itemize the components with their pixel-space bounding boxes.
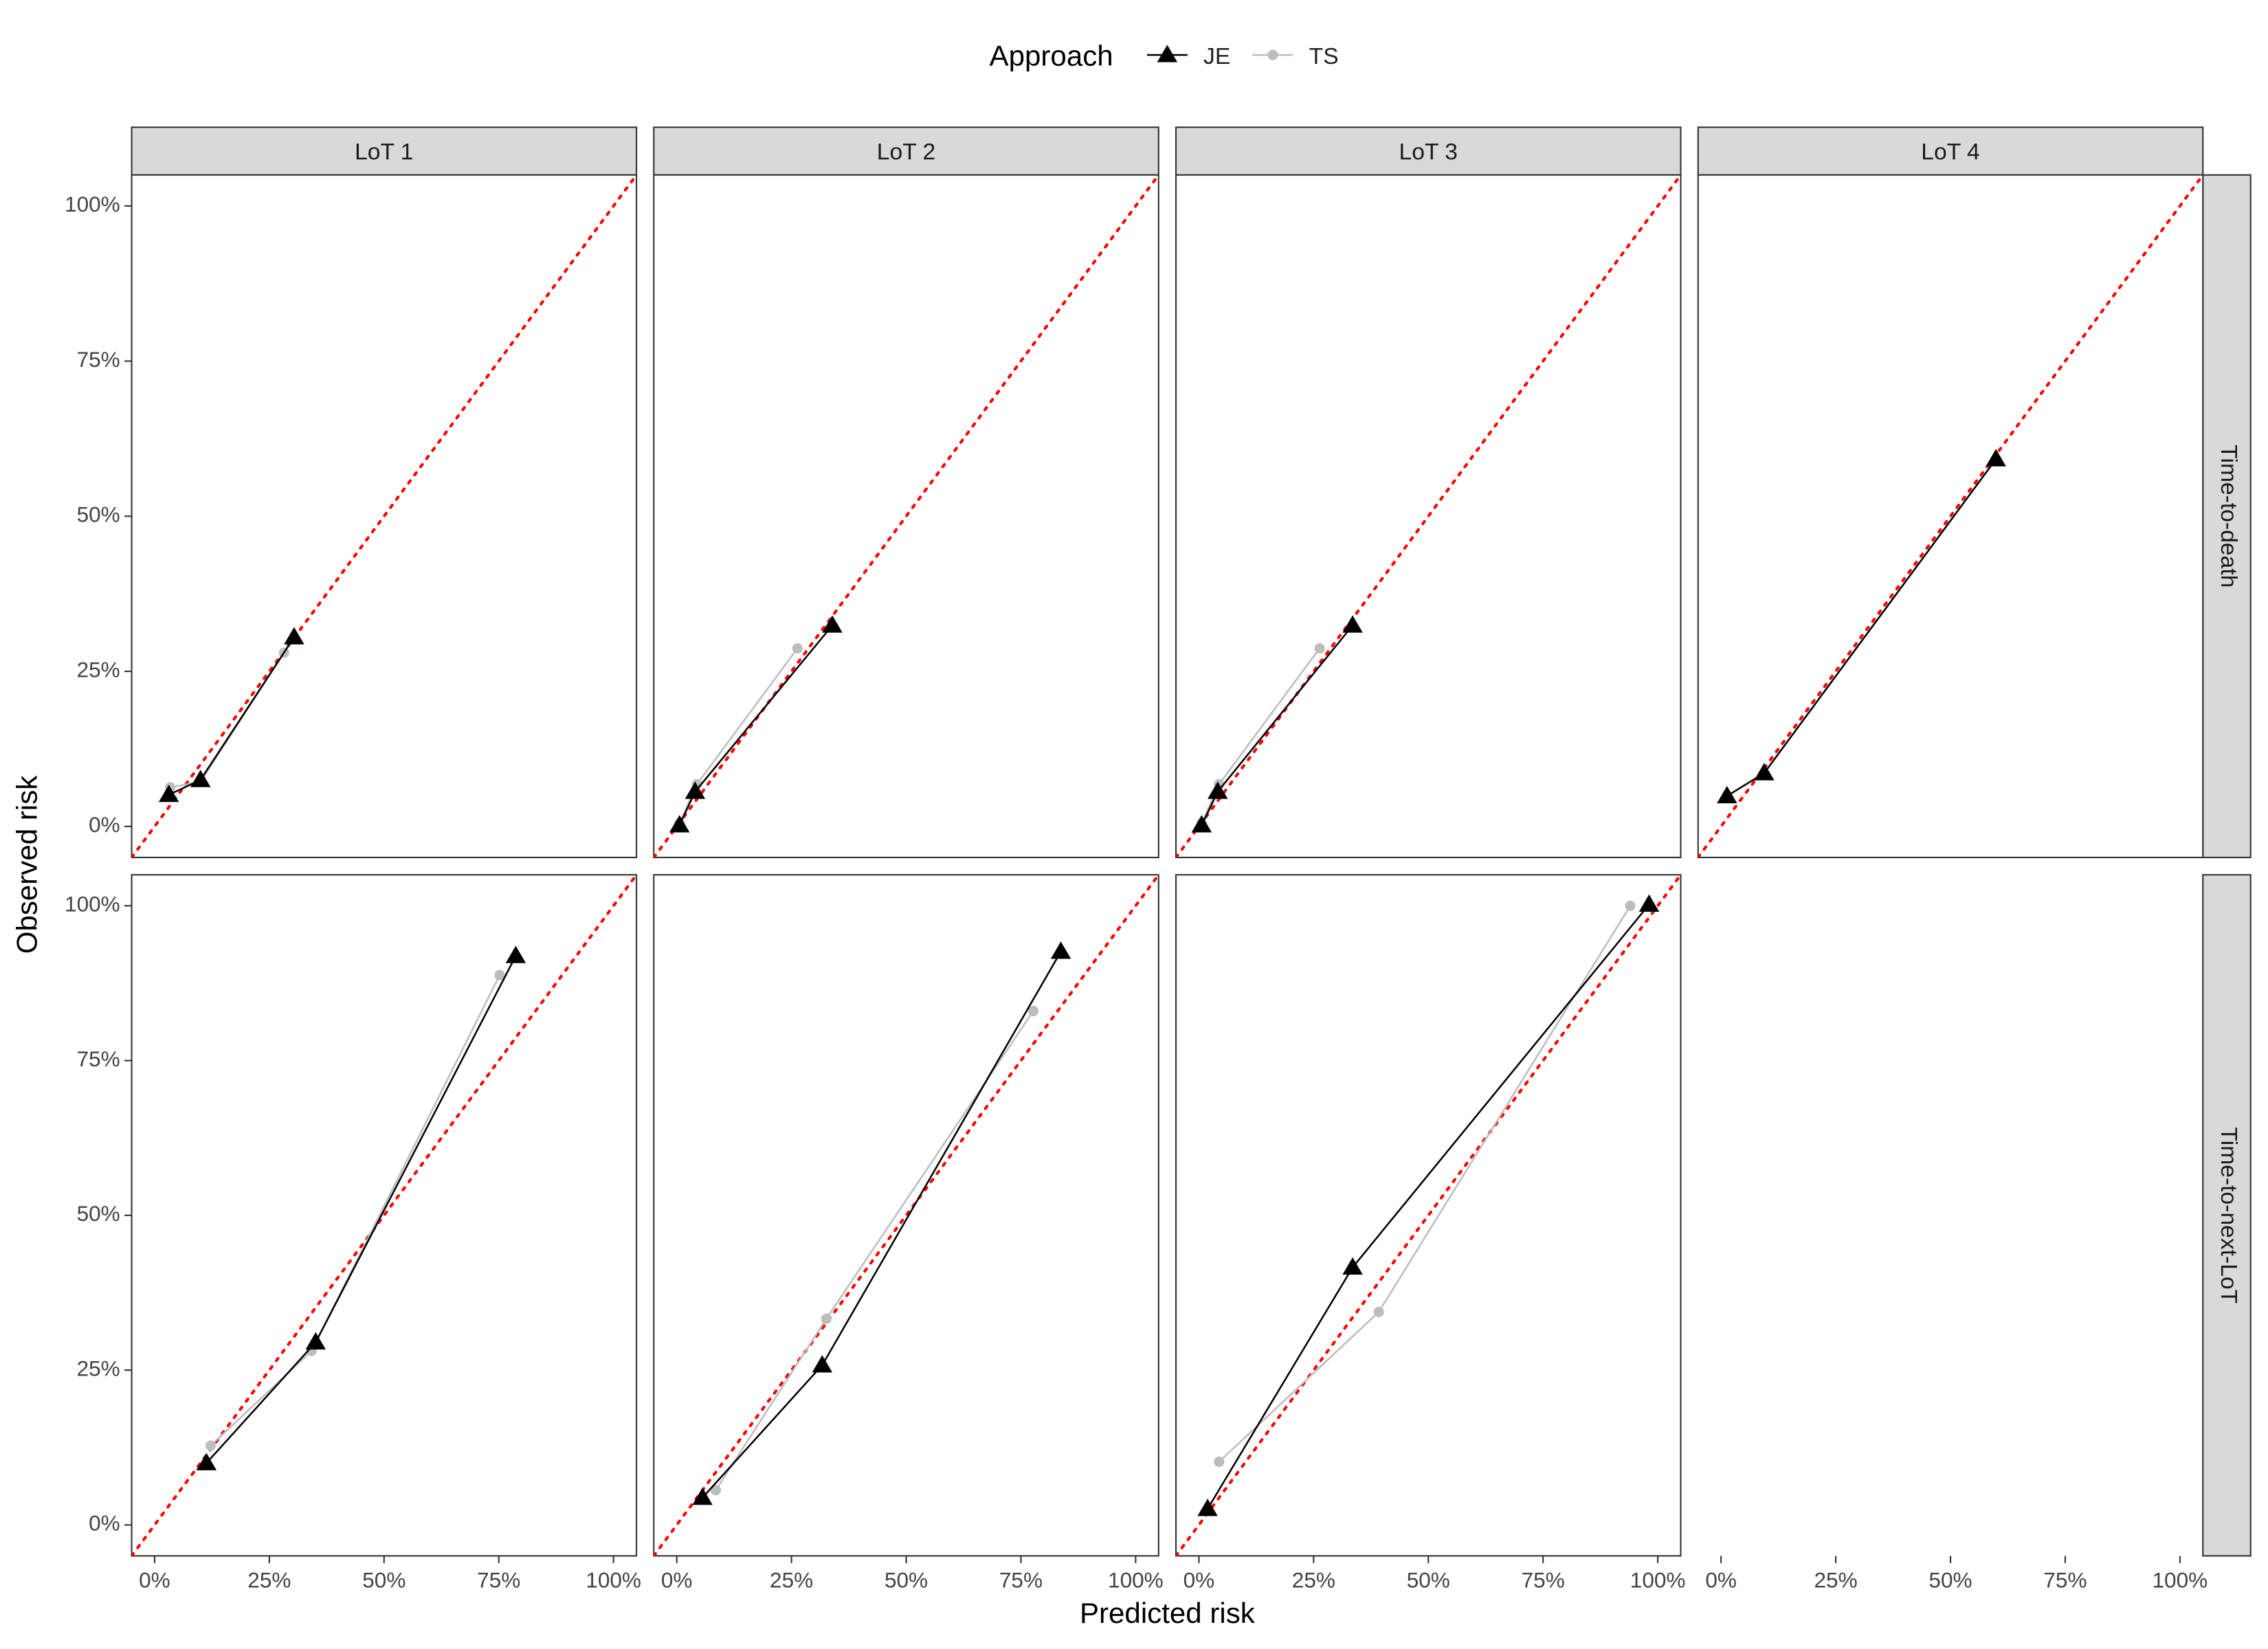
point: [685, 781, 706, 799]
point: [710, 1485, 722, 1496]
x-tick-label: 0%: [1705, 1568, 1737, 1593]
y-tick-label: 25%: [77, 1356, 120, 1380]
x-tick-label: 75%: [999, 1568, 1043, 1593]
x-tick-label: 25%: [1814, 1568, 1858, 1593]
point: [1214, 1456, 1225, 1468]
x-axis-title: Predicted risk: [1080, 1597, 1256, 1629]
strip: [1697, 126, 2204, 176]
legend-label: TS: [1309, 44, 1339, 69]
reference-line: [1176, 875, 1681, 1556]
point: [196, 1452, 217, 1470]
y-tick-label: 100%: [65, 892, 120, 917]
reference-line: [1698, 175, 2203, 857]
x-tick-label: 50%: [885, 1568, 928, 1593]
strip: [653, 126, 1159, 176]
point: [812, 1355, 833, 1373]
reference-line: [654, 175, 1159, 857]
legend-marker: [1157, 45, 1178, 63]
x-tick-label: 50%: [1928, 1568, 1972, 1593]
strip-label: LoT 1: [355, 139, 413, 165]
point: [792, 643, 803, 654]
point: [1050, 941, 1071, 959]
point: [1027, 1005, 1039, 1017]
y-tick-label: 0%: [89, 1511, 120, 1536]
strip: [131, 126, 638, 176]
strip: [2202, 874, 2252, 1557]
x-tick-label: 100%: [586, 1568, 641, 1593]
x-tick-label: 25%: [247, 1568, 291, 1593]
point: [1373, 1306, 1384, 1318]
strip-label: LoT 4: [1921, 139, 1979, 165]
strip-label: LoT 3: [1399, 139, 1458, 165]
y-tick-label: 75%: [77, 1046, 120, 1071]
point: [205, 1440, 216, 1451]
point: [1191, 815, 1212, 833]
point: [1342, 615, 1363, 633]
x-tick-label: 25%: [1292, 1568, 1335, 1593]
point: [190, 770, 211, 787]
y-tick-label: 50%: [77, 502, 120, 527]
point: [505, 945, 526, 963]
y-tick-label: 100%: [65, 192, 120, 216]
x-tick-label: 100%: [1630, 1568, 1686, 1593]
reference-line: [654, 875, 1159, 1556]
legend-label: JE: [1203, 44, 1230, 69]
reference-line: [131, 175, 637, 857]
y-tick-label: 50%: [77, 1201, 120, 1226]
point: [692, 1488, 713, 1505]
point: [822, 615, 843, 633]
x-tick-label: 100%: [1108, 1568, 1164, 1593]
x-tick-label: 0%: [661, 1568, 693, 1593]
x-tick-label: 75%: [477, 1568, 520, 1593]
strip-label: Time-to-death: [2216, 445, 2241, 587]
point: [669, 815, 690, 833]
point: [284, 627, 304, 644]
point: [1208, 781, 1228, 799]
reference-line: [131, 875, 637, 1556]
point: [1986, 449, 2006, 467]
point: [494, 969, 505, 980]
y-axis-title: Observed risk: [10, 775, 43, 954]
x-tick-label: 50%: [362, 1568, 405, 1593]
x-tick-label: 75%: [1522, 1568, 1565, 1593]
strip-label: Time-to-next-LoT: [2216, 1127, 2241, 1303]
point: [1314, 643, 1325, 654]
point: [1638, 894, 1660, 912]
x-tick-label: 0%: [139, 1568, 170, 1593]
point: [1342, 1257, 1363, 1275]
point: [1754, 763, 1775, 781]
x-tick-label: 100%: [2153, 1568, 2208, 1593]
legend-title: Approach: [990, 39, 1113, 71]
strip: [1175, 126, 1682, 176]
y-tick-label: 75%: [77, 347, 120, 372]
point: [158, 785, 179, 803]
legend-marker: [1267, 49, 1278, 60]
y-tick-label: 25%: [77, 657, 120, 682]
strip: [2202, 174, 2252, 859]
y-tick-label: 0%: [89, 812, 120, 837]
point: [1197, 1499, 1218, 1516]
point: [1717, 785, 1737, 804]
strip-label: LoT 2: [877, 139, 935, 165]
reference-line: [1176, 175, 1681, 857]
x-tick-label: 25%: [770, 1568, 813, 1593]
point: [821, 1313, 832, 1324]
x-tick-label: 0%: [1183, 1568, 1215, 1593]
point: [1625, 900, 1636, 911]
x-tick-label: 50%: [1407, 1568, 1450, 1593]
x-tick-label: 75%: [2043, 1568, 2087, 1593]
point: [305, 1332, 326, 1350]
